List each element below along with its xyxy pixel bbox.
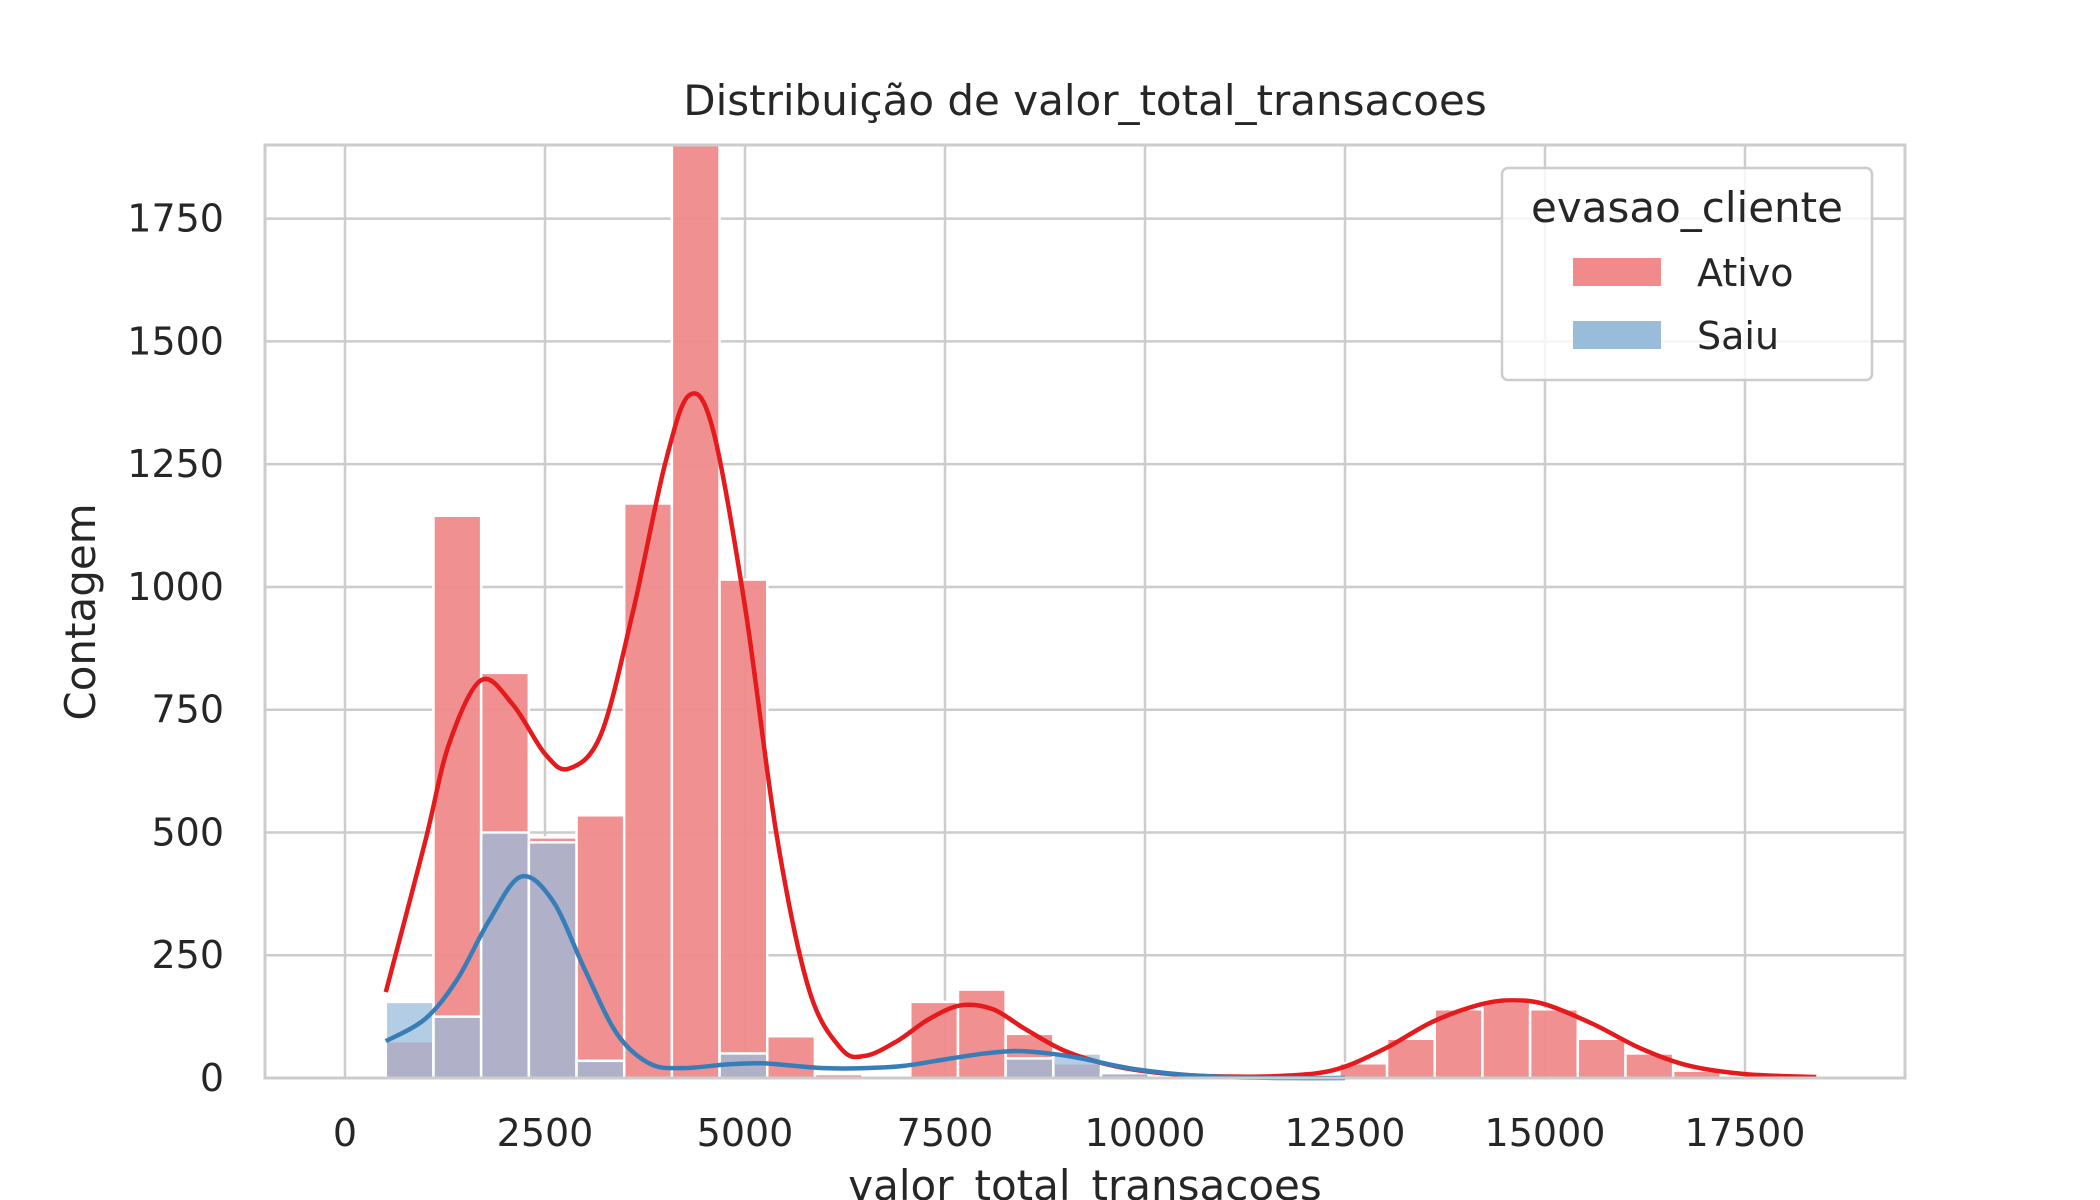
kde-curves [383,391,1817,1081]
y-tick-label: 1000 [127,565,224,609]
y-tick-labels: 0 250 500 750 1000 1250 1500 1750 [127,197,224,1100]
kde-line-ativo [383,391,1817,1080]
y-tick-label: 500 [151,810,224,854]
chart-title: Distribuição de valor_total_transacoes [683,76,1486,125]
x-tick-label: 17500 [1685,1111,1806,1155]
bar-ativo [765,1035,817,1080]
x-tick-label: 7500 [897,1111,994,1155]
bar-saiu [384,1000,435,1080]
y-tick-label: 1750 [127,197,224,241]
bar-ativo [670,143,721,1080]
bar-ativo [718,578,769,1080]
legend: evasao_cliente Ativo Saiu [1500,166,1874,382]
x-tick-labels: 0 2500 5000 7500 10000 12500 15000 17500 [333,1111,1806,1155]
bar-saiu [575,1059,626,1080]
x-tick-label: 10000 [1085,1111,1206,1155]
x-tick-label: 15000 [1485,1111,1606,1155]
y-tick-label: 0 [200,1056,224,1100]
grid [265,145,1905,1080]
bar-saiu [432,1015,483,1080]
legend-title: evasao_cliente [1531,183,1843,232]
x-tick-label: 2500 [497,1111,594,1155]
kde-line-saiu [384,873,1346,1081]
bar-saiu [1004,1057,1055,1080]
x-tick-label: 5000 [697,1111,794,1155]
x-tick-label: 12500 [1285,1111,1406,1155]
legend-swatch-saiu [1573,321,1661,349]
bar-ativo [1576,1037,1627,1080]
x-tick-label: 0 [333,1111,357,1155]
y-tick-label: 1250 [127,442,224,486]
y-axis-label: Contagem [56,503,105,720]
y-tick-label: 1500 [127,319,224,363]
bar-ativo [622,502,674,1080]
bar-saiu [527,841,578,1080]
legend-label-saiu: Saiu [1697,314,1779,358]
y-tick-label: 250 [151,933,224,977]
plot-frame [263,143,1907,1080]
bar-ativo [575,814,626,1080]
bar-ativo [432,514,483,1080]
legend-swatch-ativo [1573,258,1661,286]
bar-ativo [1528,1008,1580,1080]
bar-ativo [909,1000,960,1080]
bar-ativo [1481,1000,1532,1080]
y-tick-label: 750 [151,688,224,732]
bar-saiu [479,831,531,1080]
x-axis-label: valor_total_transacoes [848,1161,1321,1200]
legend-label-ativo: Ativo [1697,251,1794,295]
histogram-bars [384,143,1818,1080]
